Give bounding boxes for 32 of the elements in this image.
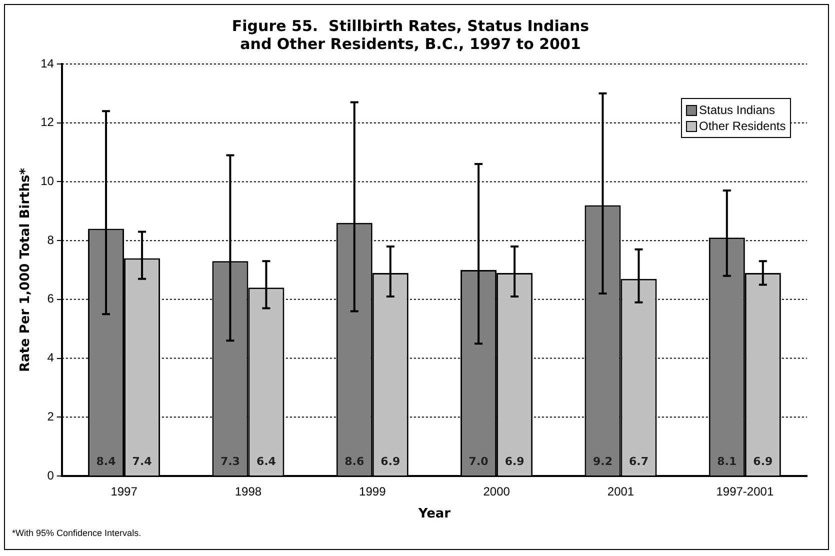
- x-axis-title: Year: [417, 506, 452, 522]
- data-label: 7.4: [132, 454, 152, 468]
- y-axis-title: Rate Per 1,000 Total Births*: [18, 168, 34, 372]
- data-label: 9.2: [592, 454, 612, 468]
- x-tick-label: 1997: [110, 484, 138, 499]
- x-tick-label: 1999: [359, 484, 386, 499]
- data-label: 8.4: [96, 454, 116, 468]
- data-label: 6.9: [504, 454, 524, 468]
- data-label: 7.3: [220, 454, 240, 468]
- y-tick-label: 10: [40, 174, 54, 188]
- data-label: 8.6: [344, 454, 364, 468]
- y-tick-label: 8: [47, 232, 54, 247]
- data-label: 6.9: [753, 454, 773, 468]
- x-tick-label: 2000: [483, 484, 510, 499]
- data-label: 6.4: [256, 454, 276, 468]
- legend-label: Other Residents: [699, 119, 786, 133]
- x-tick-label: 2001: [607, 484, 634, 499]
- y-tick-label: 14: [40, 56, 54, 70]
- data-label: 7.0: [468, 454, 489, 468]
- y-tick-label: 12: [40, 115, 54, 130]
- y-tick-label: 0: [47, 468, 54, 482]
- chart-title: Figure 55. Stillbirth Rates, Status Indians and Other Residents, B.C., 1997 to 2001: [232, 16, 590, 53]
- x-tick-label: 1998: [234, 484, 262, 499]
- data-label: 6.9: [380, 454, 400, 468]
- legend-label: Status Indians: [699, 103, 776, 117]
- x-tick-label: 1997-2001: [716, 484, 774, 499]
- text: *With 95% Confidence Intervals.: [12, 528, 142, 538]
- data-label: 6.7: [628, 454, 648, 468]
- y-tick-label: 6: [47, 292, 54, 306]
- y-tick-label: 4: [47, 350, 54, 365]
- data-label: 8.1: [717, 454, 737, 468]
- y-tick-label: 2: [47, 409, 54, 424]
